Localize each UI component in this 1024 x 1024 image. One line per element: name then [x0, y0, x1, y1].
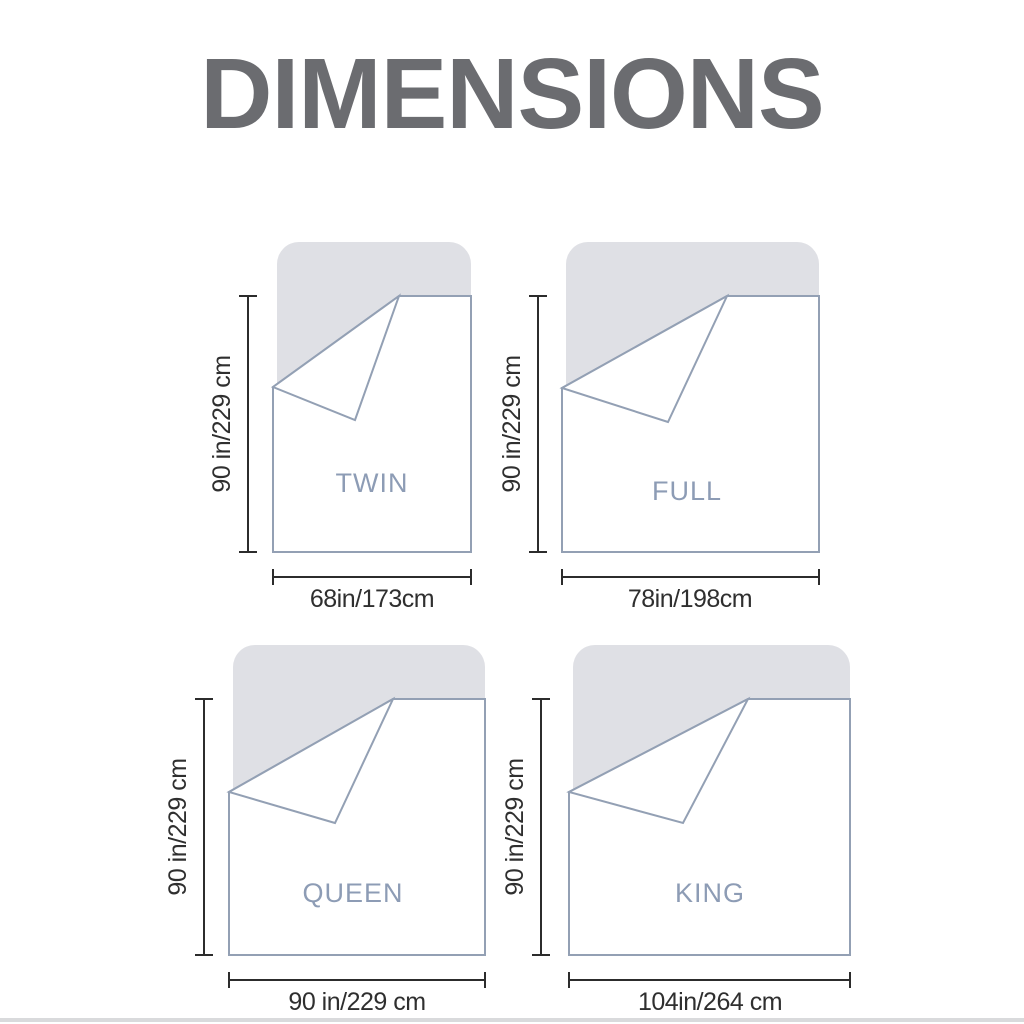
full-height-dimension: 90 in/229 cm [498, 295, 547, 553]
full-width-label: 78in/198cm [628, 585, 752, 613]
full-folded-corner [559, 293, 730, 424]
twin-size-label: TWIN [336, 468, 409, 498]
queen-height-label: 90 in/229 cm [164, 758, 192, 895]
queen-folded-corner [226, 696, 396, 825]
king-height-dimension: 90 in/229 cm [501, 698, 550, 956]
full-width-dimension: 78in/198cm [561, 569, 820, 613]
twin-height-dimension: 90 in/229 cm [208, 295, 257, 553]
king-diagram: 90 in/229 cm 104in/264 cm KING [501, 645, 851, 1016]
king-size-label: KING [675, 878, 745, 908]
full-size-label: FULL [652, 476, 722, 506]
twin-diagram: 90 in/229 cm 68in/173cm TWIN [208, 242, 472, 613]
queen-width-label: 90 in/229 cm [288, 988, 425, 1016]
king-folded-corner [566, 696, 751, 825]
queen-width-dimension: 90 in/229 cm [228, 972, 486, 1016]
full-height-label: 90 in/229 cm [498, 355, 526, 492]
queen-size-label: QUEEN [302, 878, 403, 908]
twin-height-label: 90 in/229 cm [208, 355, 236, 492]
queen-diagram: 90 in/229 cm 90 in/229 cm QUEEN [164, 645, 486, 1016]
full-diagram: 90 in/229 cm 78in/198cm FULL [498, 242, 820, 613]
bottom-edge-strip [0, 1018, 1024, 1022]
king-width-dimension: 104in/264 cm [568, 972, 851, 1016]
page-title: DIMENSIONS [200, 38, 824, 150]
twin-width-label: 68in/173cm [310, 585, 434, 613]
king-height-label: 90 in/229 cm [501, 758, 529, 895]
king-width-label: 104in/264 cm [638, 988, 782, 1016]
twin-width-dimension: 68in/173cm [272, 569, 472, 613]
queen-height-dimension: 90 in/229 cm [164, 698, 213, 956]
twin-folded-corner [270, 293, 402, 422]
